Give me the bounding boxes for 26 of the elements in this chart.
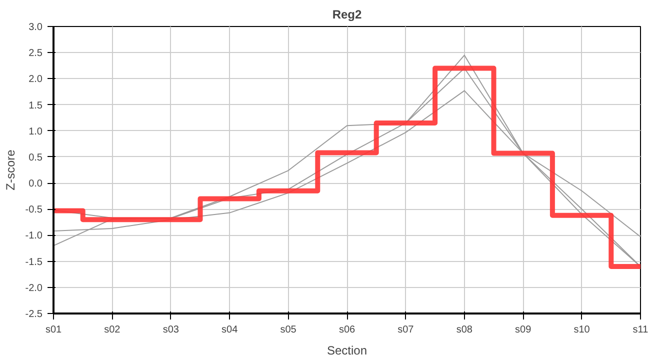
x-tick-label: s07 [398,324,414,336]
y-tick-label: -2.5 [25,309,43,320]
y-tick-label: 1.0 [28,126,43,138]
x-tick-label: s10 [574,324,590,336]
x-tick-label: s02 [104,324,121,336]
y-tick-label: 3.0 [28,22,43,33]
y-axis-title: Z-score [3,149,18,190]
x-tick-label: s03 [162,324,180,336]
y-tick-label: -1.0 [25,230,43,242]
y-tick-label: 1.5 [28,100,43,112]
y-tick-label: 2.0 [28,74,43,86]
y-tick-label: -0.5 [25,204,43,216]
x-tick-label: s08 [456,324,473,336]
y-tick-label: -2.0 [25,282,43,294]
x-tick-label: s04 [222,324,238,336]
y-tick-label: -1.5 [25,256,43,268]
x-tick-label: s06 [338,324,356,336]
x-tick-label: s01 [45,324,62,336]
x-axis-title: Section [326,344,368,358]
x-tick-label: s11 [632,324,649,336]
x-tick-label: s05 [280,324,297,336]
x-tick-label: s09 [515,324,532,336]
y-tick-label: 0.5 [28,152,43,164]
y-tick-label: 2.5 [28,48,43,60]
chart-title: Reg2 [332,8,362,22]
y-tick-label: 0.0 [28,178,43,190]
